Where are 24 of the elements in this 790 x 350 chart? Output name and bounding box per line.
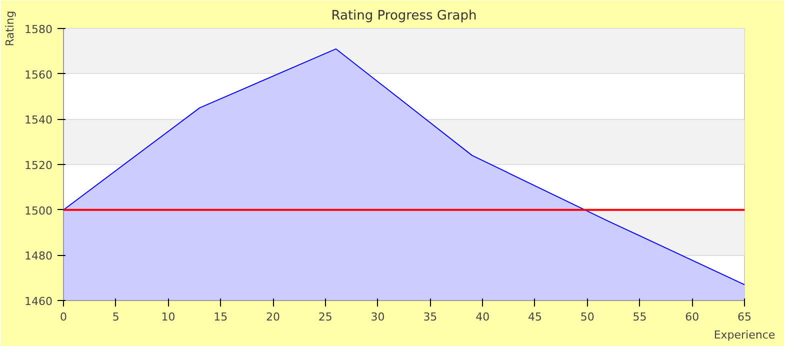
x-tick-label: 50 <box>580 310 594 324</box>
y-tick-label: 1580 <box>24 23 53 36</box>
x-tick-label: 45 <box>528 310 542 324</box>
x-tick-label: 15 <box>214 310 228 324</box>
x-tick-label: 55 <box>632 310 647 324</box>
x-axis-title: Experience <box>714 328 776 342</box>
x-tick-label: 30 <box>370 310 385 324</box>
y-tick-label: 1480 <box>24 250 53 263</box>
y-tick-label: 1540 <box>24 114 53 127</box>
x-tick-label: 5 <box>112 310 120 324</box>
y-tick-label: 1460 <box>24 295 53 308</box>
x-tick-label: 60 <box>685 310 700 324</box>
x-tick-label: 40 <box>476 310 490 324</box>
y-tick-label: 1500 <box>24 204 53 218</box>
y-axis-title: Rating <box>4 10 17 46</box>
x-tick-label: 20 <box>266 310 280 324</box>
x-tick-label: 35 <box>423 310 438 324</box>
chart-title: Rating Progress Graph <box>331 8 477 24</box>
y-tick-label: 1520 <box>24 159 53 172</box>
x-tick-label: 10 <box>161 310 176 324</box>
x-tick-label: 65 <box>738 310 752 324</box>
y-tick-label: 1560 <box>24 68 53 82</box>
x-tick-label: 25 <box>318 310 332 324</box>
x-tick-label: 0 <box>60 310 67 324</box>
